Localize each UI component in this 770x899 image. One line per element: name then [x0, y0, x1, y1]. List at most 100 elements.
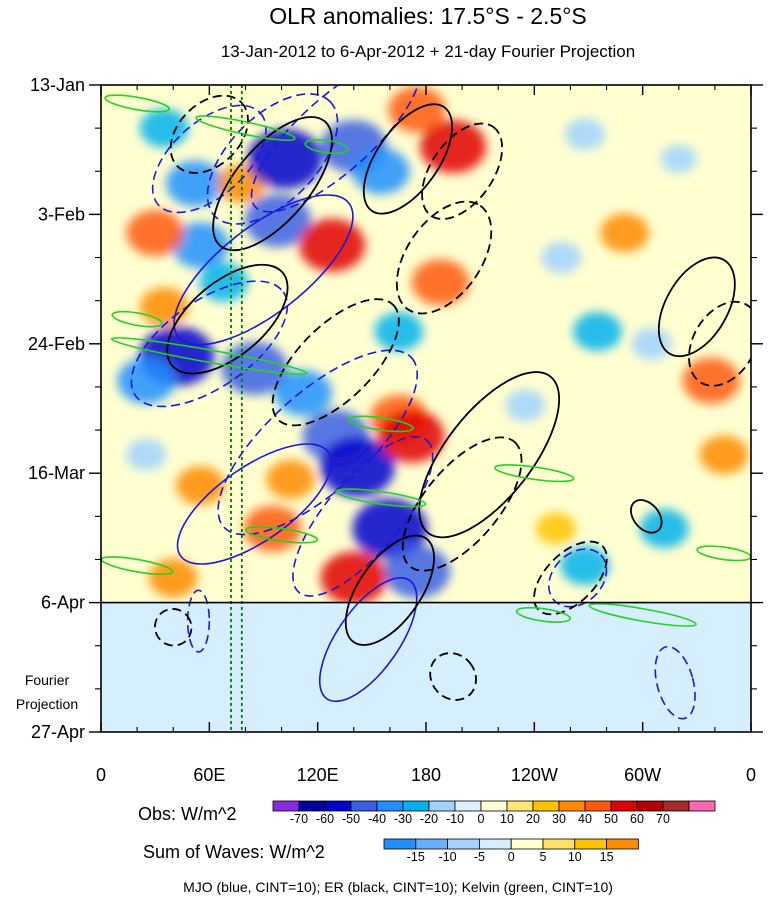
y-tick-label: 24-Feb — [28, 334, 85, 354]
olr-anomaly-blob — [243, 505, 302, 552]
x-tick-label: 180 — [411, 765, 441, 785]
kelvin-contour — [304, 139, 349, 155]
mjo-contour — [217, 349, 419, 536]
colorbar-label: 0 — [478, 812, 485, 826]
legend-caption: MJO (blue, CINT=10); ER (black, CINT=10)… — [183, 879, 613, 895]
colorbar-box — [636, 800, 664, 812]
olr-anomaly-blob — [139, 287, 189, 327]
colorbar-box — [558, 800, 586, 812]
colorbar-label: 50 — [604, 812, 618, 826]
kelvin-contour — [111, 310, 163, 328]
olr-anomaly-blob — [266, 459, 315, 499]
x-tick-label: 0 — [746, 765, 756, 785]
y-tick-label: 13-Jan — [30, 75, 85, 95]
olr-anomaly-blob — [639, 509, 689, 549]
olr-anomaly-blob — [505, 389, 546, 422]
olr-anomaly-blob — [536, 512, 576, 545]
er-contour — [429, 652, 477, 701]
kelvin-contour — [104, 94, 170, 113]
er-contour — [169, 94, 249, 174]
colorbar-box — [662, 800, 690, 812]
x-axis: 0 60E 120E 180 120W 60W 0 — [96, 85, 756, 785]
y-tick-label: 6-Apr — [41, 593, 85, 613]
olr-anomaly-blob — [126, 209, 184, 256]
colorbar-box — [415, 838, 448, 850]
colorbar-box — [298, 800, 326, 812]
er-contour — [271, 298, 400, 427]
olr-anomaly-blob — [564, 118, 605, 151]
obs-colorbar-label: Obs: W/m^2 — [138, 804, 236, 824]
colorbar-box — [478, 838, 512, 850]
colorbar-label: -50 — [342, 812, 360, 826]
colorbar-label: -10 — [439, 850, 457, 864]
colorbar-label: 5 — [540, 850, 547, 864]
colorbar-box — [454, 800, 482, 812]
olr-anomaly-field — [105, 86, 749, 712]
olr-anomaly-blob — [419, 120, 487, 174]
colorbar-label: 10 — [568, 850, 582, 864]
olr-anomaly-blob — [319, 437, 395, 498]
colorbar-box — [506, 800, 534, 812]
kelvin-contour — [195, 115, 296, 142]
olr-anomaly-blob — [166, 160, 224, 207]
obs-colorbar: -70 -60 -50 -40 -30 -20 -10 0 10 20 30 40 50 60 70 — [272, 800, 716, 826]
colorbar-box — [447, 838, 480, 850]
colorbar-box — [584, 800, 612, 812]
colorbar-label: 60 — [630, 812, 644, 826]
projection-label-line1: Fourier — [25, 672, 70, 688]
olr-anomaly-blob — [126, 438, 167, 471]
colorbar-box — [532, 800, 560, 812]
er-contour — [630, 499, 663, 534]
olr-anomaly-blob — [320, 551, 387, 605]
colorbar-box — [688, 800, 716, 812]
kelvin-contour — [335, 488, 427, 508]
olr-anomaly-blob — [699, 435, 749, 475]
colorbar-box — [428, 800, 456, 812]
colorbar-label: 15 — [600, 850, 614, 864]
projection-band — [101, 602, 751, 732]
kelvin-contour — [347, 415, 414, 433]
y-tick-label: 27-Apr — [31, 722, 85, 742]
mjo-contour — [130, 280, 289, 408]
plot-area — [101, 85, 751, 732]
colorbar-label: -70 — [290, 812, 308, 826]
olr-anomaly-blob — [244, 194, 312, 248]
colorbar-box — [510, 838, 544, 850]
kelvin-contour — [110, 337, 308, 376]
colorbar-label: -10 — [446, 812, 464, 826]
waves-colorbar-label: Sum of Waves: W/m^2 — [143, 842, 325, 862]
colorbar-label: 30 — [552, 812, 566, 826]
colorbar-box — [350, 800, 378, 812]
er-contour — [657, 256, 736, 358]
y-tick-label: 16-Mar — [28, 463, 85, 483]
mjo-contour — [176, 443, 333, 565]
olr-anomaly-blob — [631, 327, 672, 360]
olr-anomaly-blob — [411, 259, 470, 306]
olr-anomaly-blob — [541, 241, 582, 274]
olr-anomaly-blob — [298, 218, 366, 272]
colorbar-label: -30 — [394, 812, 412, 826]
olr-anomaly-blob — [682, 357, 741, 404]
olr-anomaly-blob — [247, 128, 323, 189]
colorbar-box — [610, 800, 638, 812]
x-tick-label: 60W — [624, 765, 661, 785]
colorbar-box — [272, 800, 300, 812]
er-contour — [418, 371, 561, 539]
er-contour — [395, 200, 493, 315]
colorbar-box — [542, 838, 576, 850]
er-contour — [401, 436, 523, 572]
colorbar-label: 0 — [508, 850, 515, 864]
mjo-contour — [173, 194, 354, 346]
y-tick-label: 3-Feb — [38, 204, 85, 224]
olr-anomaly-blob — [352, 148, 410, 195]
colorbar-label: -5 — [474, 850, 485, 864]
fourier-projection-field — [101, 602, 751, 732]
colorbar-label: 70 — [656, 812, 670, 826]
colorbar-box — [383, 838, 417, 850]
olr-anomaly-blob — [139, 108, 189, 148]
chart-title: OLR anomalies: 17.5°S - 2.5°S — [269, 3, 587, 29]
wave-contours — [101, 85, 751, 720]
mjo-contour — [186, 589, 211, 653]
olr-anomaly-blob — [117, 357, 175, 404]
